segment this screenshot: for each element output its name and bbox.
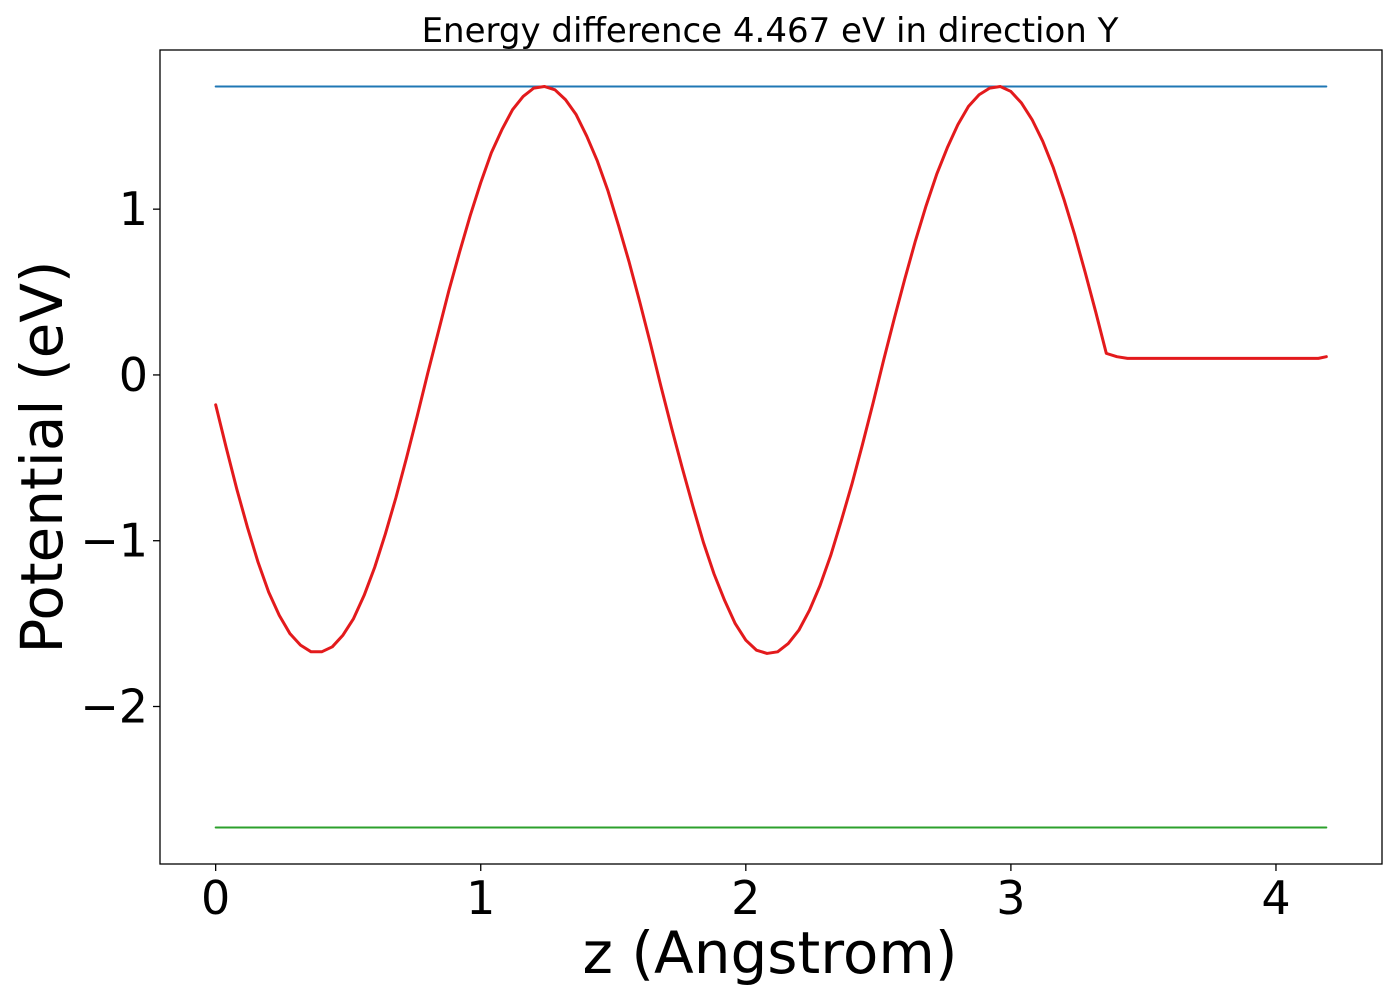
y-axis: −2 −1 0 1 xyxy=(80,182,160,734)
y-axis-label: Potential (eV) xyxy=(8,260,76,653)
y-tick-label: −1 xyxy=(80,514,148,568)
x-tick-label: 0 xyxy=(201,871,230,925)
x-axis: 0 1 2 3 4 xyxy=(201,864,1291,925)
x-tick-label: 4 xyxy=(1261,871,1290,925)
y-tick-label: 0 xyxy=(119,348,148,402)
x-tick-label: 3 xyxy=(996,871,1025,925)
x-axis-label: z (Angstrom) xyxy=(583,919,958,987)
x-tick-label: 1 xyxy=(466,871,495,925)
y-tick-label: 1 xyxy=(119,182,148,236)
y-tick-label: −2 xyxy=(80,680,148,734)
plot-frame xyxy=(159,49,1383,865)
x-tick-label: 2 xyxy=(731,871,760,925)
chart-title: Energy difference 4.467 eV in direction … xyxy=(422,11,1119,51)
potential-curve xyxy=(214,84,1328,655)
series-layer xyxy=(214,84,1328,829)
